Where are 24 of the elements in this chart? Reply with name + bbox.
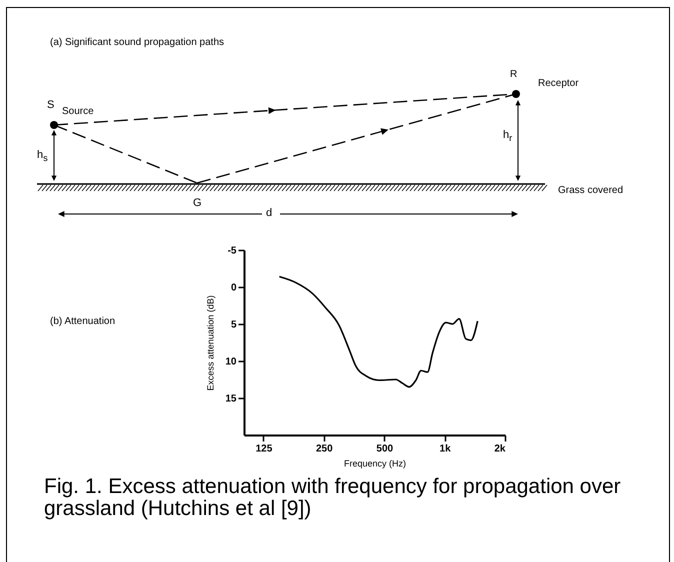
x-tick-label: 500 [376,444,394,454]
x-tick-label: 125 [256,444,273,454]
x-tick-label: 250 [316,444,334,454]
text: (a) Significant sound propagation paths [50,37,224,48]
y-tick-label: 15 [225,394,237,404]
text: d [266,207,272,219]
y-tick-label: 5 [230,320,237,330]
x-tick-label: 2k [494,444,506,454]
y-tick-label: 0 [230,282,237,294]
y-tick-label: 10 [225,356,237,368]
caption: Fig. 1. Excess attenuation with frequency for propagation over grassland (Hutchins et al [9]) [44,475,622,520]
text: R [510,69,518,80]
text: G [193,197,202,209]
text: (b) Attenuation [50,316,116,327]
x-axis-title: Frequency (Hz) [344,458,406,468]
text: Receptor [538,78,579,89]
text: S [47,99,54,111]
y-axis-title: Excess attenuation (dB) [205,295,216,391]
text: h$_{s}$ [37,149,48,164]
x-tick-label: 1k [440,444,452,454]
text: Grass covered [558,185,624,196]
y-tick-label: -5 [228,246,237,256]
text: h$_{r}$ [503,129,512,144]
text: Source [62,106,94,117]
